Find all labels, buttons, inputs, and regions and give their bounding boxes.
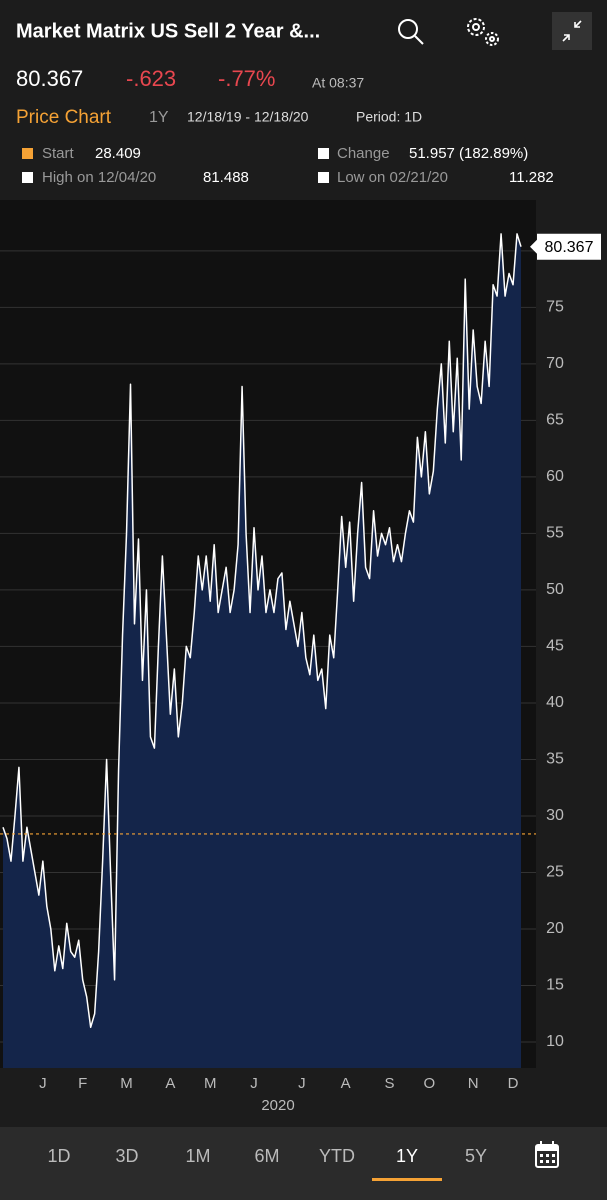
tab-bar xyxy=(0,1127,607,1200)
x-tick-label: J xyxy=(250,1075,258,1092)
stat-label: Start xyxy=(42,145,75,162)
calendar-icon[interactable] xyxy=(535,1141,559,1168)
y-tick-label: 65 xyxy=(546,412,564,429)
tab[interactable]: YTD xyxy=(319,1146,355,1166)
range[interactable]: 1Y xyxy=(149,109,169,126)
y-tick-label: 75 xyxy=(546,299,564,316)
page-title: Market Matrix US Sell 2 Year &... xyxy=(16,20,320,42)
tab[interactable]: 3D xyxy=(115,1146,138,1166)
start-marker xyxy=(22,148,33,159)
chart-title: Price Chart xyxy=(16,107,112,128)
x-tick-label: F xyxy=(78,1075,87,1092)
x-tick-label: M xyxy=(120,1075,133,1092)
y-tick-label: 60 xyxy=(546,468,564,485)
stat-label: Low on 02/21/20 xyxy=(337,169,448,186)
y-tick-label: 70 xyxy=(546,355,564,372)
tab[interactable]: 1D xyxy=(47,1146,70,1166)
area-fill xyxy=(3,233,521,1068)
y-tick-label: 20 xyxy=(546,920,564,937)
price-change: -.623 xyxy=(126,66,176,91)
high-marker xyxy=(22,172,33,183)
stat-value: 11.282 xyxy=(509,169,554,186)
tab[interactable]: 1Y xyxy=(396,1146,418,1166)
x-tick-label: M xyxy=(204,1075,217,1092)
x-tick-label: J xyxy=(298,1075,306,1092)
y-tick-label: 35 xyxy=(546,751,564,768)
y-tick-label: 45 xyxy=(546,638,564,655)
x-tick-label: S xyxy=(384,1075,394,1092)
stat-value: 81.488 xyxy=(203,169,249,186)
x-tick-label: D xyxy=(508,1075,519,1092)
y-tick-label: 30 xyxy=(546,807,564,824)
tab[interactable]: 6M xyxy=(254,1146,279,1166)
y-tick-label: 50 xyxy=(546,581,564,598)
y-tick-label: 55 xyxy=(546,525,564,542)
x-axis-year: 2020 xyxy=(261,1097,294,1114)
x-tick-label: N xyxy=(468,1075,479,1092)
low-marker xyxy=(318,172,329,183)
price-change-pct: -.77% xyxy=(218,66,275,91)
price-tag xyxy=(530,233,601,260)
y-tick-label: 15 xyxy=(546,977,564,994)
settings-icon[interactable] xyxy=(467,18,499,46)
tab[interactable]: 5Y xyxy=(465,1146,487,1166)
y-tick-label: 10 xyxy=(546,1033,564,1050)
tab-underline xyxy=(372,1178,442,1181)
last-price: 80.367 xyxy=(16,66,83,91)
price-line xyxy=(2,233,522,1029)
date-range: 12/18/19 - 12/18/20 xyxy=(187,109,309,125)
x-tick-label: A xyxy=(165,1075,175,1092)
price-tag-label: 80.367 xyxy=(545,239,594,256)
x-tick-label: J xyxy=(39,1075,47,1092)
change-marker xyxy=(318,148,329,159)
y-tick-label: 25 xyxy=(546,864,564,881)
tabs: 1D 3D 1M 6M YTD 1Y 5Y xyxy=(47,1146,487,1181)
y-tick-label: 40 xyxy=(546,694,564,711)
stat-value: 28.409 xyxy=(95,145,141,162)
stat-label: High on 12/04/20 xyxy=(42,169,156,186)
stat-value: 51.957 (182.89%) xyxy=(409,145,528,162)
period: Period: 1D xyxy=(356,109,422,125)
search-icon[interactable] xyxy=(398,19,424,45)
stat-label: Change xyxy=(337,145,390,162)
x-tick-label: O xyxy=(424,1075,436,1092)
chart: 101520253035404550556065707580JFMAMJJASO… xyxy=(0,233,601,1114)
tab[interactable]: 1M xyxy=(185,1146,210,1166)
x-tick-label: A xyxy=(341,1075,351,1092)
collapse-icon[interactable] xyxy=(552,12,592,50)
quote-time: At 08:37 xyxy=(312,75,364,91)
